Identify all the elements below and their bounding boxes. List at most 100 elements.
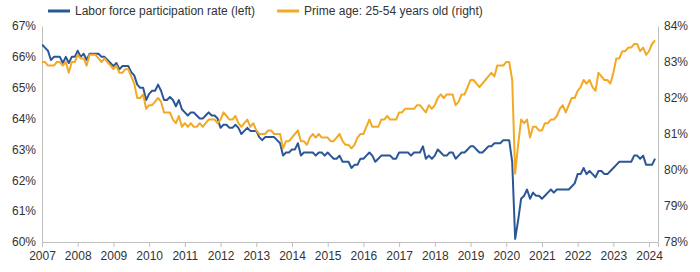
tick-label: 78% — [664, 235, 688, 249]
tick-mark — [578, 242, 579, 247]
tick: 2017 — [386, 242, 413, 263]
tick: 2009 — [101, 242, 128, 263]
tick-label: 2020 — [493, 249, 520, 263]
tick-label: 2019 — [458, 249, 485, 263]
series-line — [42, 40, 655, 173]
tick: 84% — [658, 19, 688, 33]
tick-mark — [613, 242, 614, 247]
tick-mark — [471, 242, 472, 247]
tick-label: 2008 — [65, 249, 92, 263]
tick: 60% — [12, 235, 42, 249]
tick-label: 2013 — [243, 249, 270, 263]
tick-label: 2009 — [101, 249, 128, 263]
legend-item: Prime age: 25-54 years old (right) — [277, 4, 483, 18]
tick: 64% — [12, 112, 42, 126]
tick: 2011 — [172, 242, 198, 263]
axis-line — [42, 27, 43, 243]
tick: 66% — [12, 50, 42, 64]
tick-mark — [292, 242, 293, 247]
legend-swatch — [277, 10, 299, 13]
tick: 63% — [12, 143, 42, 157]
tick: 62% — [12, 174, 42, 188]
legend-label: Labor force participation rate (left) — [75, 4, 255, 18]
tick-label: 80% — [664, 163, 688, 177]
tick-mark — [221, 242, 222, 247]
tick-label: 62% — [12, 174, 36, 188]
legend-swatch — [48, 10, 70, 13]
tick-label: 2015 — [315, 249, 342, 263]
tick-mark — [399, 242, 400, 247]
tick: 65% — [12, 81, 42, 95]
tick: 2016 — [351, 242, 378, 263]
tick-mark — [649, 242, 650, 247]
axis-line — [658, 27, 659, 243]
tick: 82% — [658, 91, 688, 105]
tick: 2022 — [565, 242, 592, 263]
legend-label: Prime age: 25-54 years old (right) — [304, 4, 483, 18]
tick: 2018 — [422, 242, 449, 263]
tick-label: 2018 — [422, 249, 449, 263]
series-line — [42, 45, 655, 239]
tick-label: 2016 — [351, 249, 378, 263]
legend-item: Labor force participation rate (left) — [48, 4, 255, 18]
tick-label: 67% — [12, 19, 36, 33]
axis-line — [43, 243, 659, 248]
tick: 78% — [658, 235, 688, 249]
tick-label: 2012 — [208, 249, 235, 263]
tick-mark — [113, 242, 114, 247]
tick-label: 84% — [664, 19, 688, 33]
tick-label: 81% — [664, 127, 688, 141]
plot-area — [42, 40, 655, 239]
tick-label: 2011 — [172, 249, 198, 263]
tick-mark — [506, 242, 507, 247]
tick-label: 83% — [664, 55, 688, 69]
tick: 83% — [658, 55, 688, 69]
tick-label: 2024 — [636, 249, 663, 263]
tick-mark — [542, 242, 543, 247]
tick: 67% — [12, 19, 42, 33]
tick-label: 2023 — [601, 249, 628, 263]
tick-label: 61% — [12, 204, 36, 218]
tick: 2021 — [529, 242, 556, 263]
tick-label: 2021 — [529, 249, 556, 263]
tick: 2024 — [636, 242, 663, 263]
tick-mark — [256, 242, 257, 247]
tick: 2014 — [279, 242, 306, 263]
tick: 2020 — [493, 242, 520, 263]
tick: 80% — [658, 163, 688, 177]
tick-label: 2007 — [29, 249, 56, 263]
tick-mark — [435, 242, 436, 247]
tick-label: 2010 — [136, 249, 163, 263]
legend: Labor force participation rate (left) Pri… — [48, 4, 483, 18]
y-axis: 60% 61% 62% 63% 64% 65% 66% 67% — [12, 19, 43, 249]
tick-mark — [42, 242, 43, 247]
tick-mark — [363, 242, 364, 247]
tick: 2010 — [136, 242, 163, 263]
tick: 2012 — [208, 242, 235, 263]
tick-mark — [328, 242, 329, 247]
tick-mark — [78, 242, 79, 247]
tick-label: 63% — [12, 143, 36, 157]
tick-mark — [185, 242, 186, 247]
tick: 2015 — [315, 242, 342, 263]
tick: 2013 — [243, 242, 270, 263]
y2-axis: 78% 79% 80% 81% 82% 83% 84% — [658, 19, 688, 249]
tick-label: 82% — [664, 91, 688, 105]
tick: 79% — [658, 199, 688, 213]
tick-label: 65% — [12, 81, 36, 95]
tick-label: 79% — [664, 199, 688, 213]
tick-label: 2017 — [386, 249, 413, 263]
chart: 2007 2008 2009 2010 2011 2012 2013 2014 2015 2016… — [0, 0, 700, 272]
tick: 2023 — [601, 242, 628, 263]
tick-label: 2014 — [279, 249, 306, 263]
tick-label: 66% — [12, 50, 36, 64]
tick: 2008 — [65, 242, 92, 263]
x-axis: 2007 2008 2009 2010 2011 2012 2013 2014 2015 2016… — [29, 242, 663, 263]
tick-label: 64% — [12, 112, 36, 126]
tick-label: 60% — [12, 235, 36, 249]
tick-label: 2022 — [565, 249, 592, 263]
tick: 61% — [12, 204, 42, 218]
tick: 81% — [658, 127, 688, 141]
tick-mark — [149, 242, 150, 247]
tick: 2019 — [458, 242, 485, 263]
